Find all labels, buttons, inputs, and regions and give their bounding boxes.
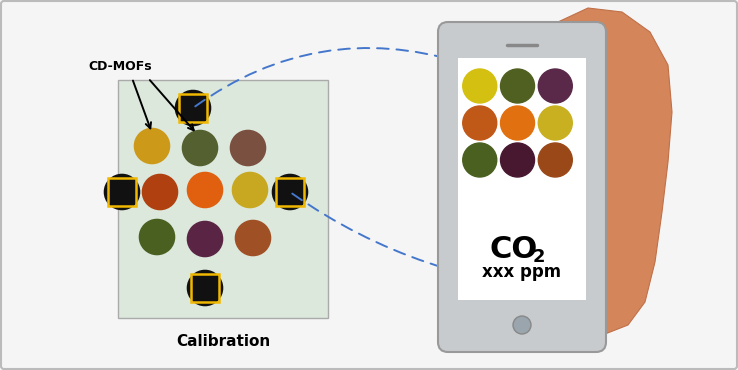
Circle shape	[463, 143, 497, 177]
Circle shape	[513, 316, 531, 334]
Circle shape	[538, 106, 572, 140]
Circle shape	[182, 130, 218, 166]
Circle shape	[230, 130, 266, 166]
Circle shape	[500, 143, 534, 177]
Circle shape	[538, 143, 572, 177]
Circle shape	[463, 69, 497, 103]
Circle shape	[538, 69, 572, 103]
Circle shape	[134, 128, 170, 164]
FancyBboxPatch shape	[118, 80, 328, 318]
Circle shape	[463, 106, 497, 140]
Polygon shape	[522, 8, 672, 335]
Text: xxx ppm: xxx ppm	[483, 263, 562, 281]
Polygon shape	[492, 190, 530, 248]
Circle shape	[187, 270, 223, 306]
Text: 2: 2	[533, 248, 545, 266]
Circle shape	[104, 174, 139, 209]
Circle shape	[142, 174, 178, 209]
Circle shape	[235, 221, 271, 256]
Text: CO: CO	[490, 235, 538, 265]
Circle shape	[187, 172, 223, 208]
Circle shape	[176, 90, 210, 125]
Circle shape	[139, 219, 175, 255]
Text: CD-MOFs: CD-MOFs	[88, 60, 151, 73]
FancyBboxPatch shape	[458, 58, 586, 300]
Circle shape	[232, 172, 268, 208]
Circle shape	[500, 106, 534, 140]
FancyBboxPatch shape	[438, 22, 606, 352]
Circle shape	[187, 221, 223, 257]
Text: Calibration: Calibration	[176, 334, 270, 349]
Circle shape	[500, 69, 534, 103]
Circle shape	[272, 174, 308, 209]
